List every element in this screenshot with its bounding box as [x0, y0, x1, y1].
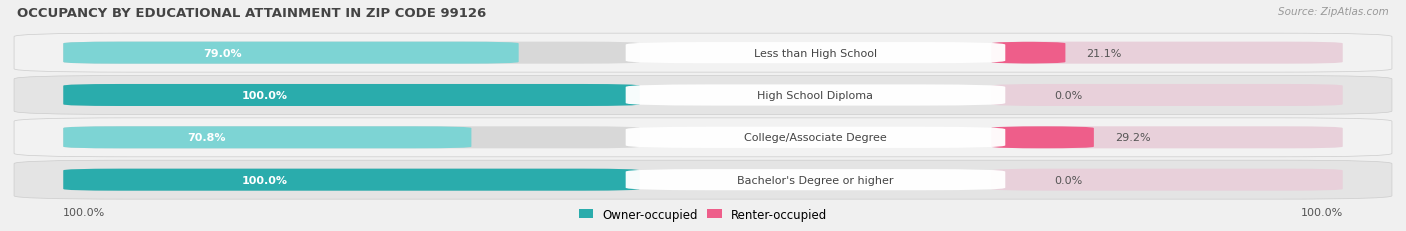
FancyBboxPatch shape	[626, 169, 1005, 190]
Text: Less than High School: Less than High School	[754, 49, 877, 58]
Text: 100.0%: 100.0%	[63, 207, 105, 217]
Text: 0.0%: 0.0%	[1054, 91, 1083, 100]
Text: 21.1%: 21.1%	[1087, 49, 1122, 58]
Text: 100.0%: 100.0%	[242, 91, 288, 100]
FancyBboxPatch shape	[63, 85, 640, 106]
FancyBboxPatch shape	[14, 161, 1392, 199]
FancyBboxPatch shape	[991, 43, 1343, 64]
FancyBboxPatch shape	[626, 43, 1005, 64]
FancyBboxPatch shape	[14, 76, 1392, 115]
FancyBboxPatch shape	[63, 43, 640, 64]
FancyBboxPatch shape	[14, 118, 1392, 157]
FancyBboxPatch shape	[63, 127, 471, 149]
FancyBboxPatch shape	[991, 85, 1343, 106]
FancyBboxPatch shape	[991, 127, 1094, 149]
FancyBboxPatch shape	[63, 85, 640, 106]
FancyBboxPatch shape	[63, 127, 640, 149]
Text: 29.2%: 29.2%	[1115, 133, 1150, 143]
FancyBboxPatch shape	[991, 43, 1066, 64]
Text: 0.0%: 0.0%	[1054, 175, 1083, 185]
Text: High School Diploma: High School Diploma	[758, 91, 873, 100]
Text: 100.0%: 100.0%	[1301, 207, 1343, 217]
FancyBboxPatch shape	[63, 169, 640, 191]
Text: 70.8%: 70.8%	[187, 133, 225, 143]
FancyBboxPatch shape	[14, 34, 1392, 73]
Text: 100.0%: 100.0%	[242, 175, 288, 185]
FancyBboxPatch shape	[626, 85, 1005, 106]
FancyBboxPatch shape	[626, 127, 1005, 148]
FancyBboxPatch shape	[991, 169, 1343, 191]
FancyBboxPatch shape	[63, 43, 519, 64]
FancyBboxPatch shape	[991, 127, 1343, 149]
Text: College/Associate Degree: College/Associate Degree	[744, 133, 887, 143]
Text: Source: ZipAtlas.com: Source: ZipAtlas.com	[1278, 7, 1389, 17]
Text: OCCUPANCY BY EDUCATIONAL ATTAINMENT IN ZIP CODE 99126: OCCUPANCY BY EDUCATIONAL ATTAINMENT IN Z…	[17, 7, 486, 20]
Legend: Owner-occupied, Renter-occupied: Owner-occupied, Renter-occupied	[574, 203, 832, 225]
Text: Bachelor's Degree or higher: Bachelor's Degree or higher	[737, 175, 894, 185]
Text: 79.0%: 79.0%	[204, 49, 242, 58]
FancyBboxPatch shape	[63, 169, 640, 191]
